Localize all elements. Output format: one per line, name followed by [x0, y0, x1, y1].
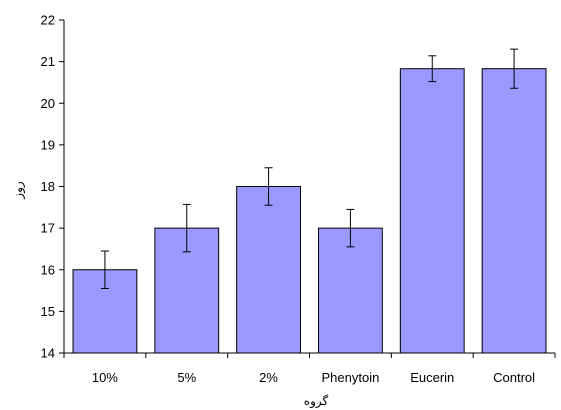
x-tick-label: Control — [493, 370, 535, 385]
x-tick-label: Eucerin — [410, 370, 454, 385]
y-tick-label: 16 — [41, 262, 55, 277]
x-tick-label: 10% — [92, 370, 118, 385]
x-axis-title: گروه — [304, 394, 329, 409]
bar-2pct — [236, 186, 301, 354]
y-tick-label: 21 — [41, 54, 55, 69]
y-axis-ticks: 14 15 16 17 18 19 20 21 22 — [41, 13, 64, 361]
bar-phenytoin — [318, 227, 383, 354]
x-tick-label: 2% — [259, 370, 278, 385]
y-axis-title: روز — [11, 181, 26, 200]
y-tick-label: 15 — [41, 304, 55, 319]
y-tick-label: 22 — [41, 13, 55, 28]
y-tick-label: 20 — [41, 96, 55, 111]
y-tick-label: 19 — [41, 137, 55, 152]
bar-eucerin — [399, 68, 465, 354]
x-axis-ticks: 10% 5% 2% Phenytoin Eucerin Control — [63, 353, 556, 385]
y-tick-label: 17 — [41, 221, 55, 236]
x-tick-label: Phenytoin — [322, 370, 380, 385]
x-tick-label: 5% — [177, 370, 196, 385]
y-tick-label: 14 — [41, 346, 55, 361]
y-tick-label: 18 — [41, 179, 55, 194]
bars-group — [72, 68, 547, 354]
error-bars-group — [100, 48, 519, 289]
bar-control — [481, 68, 547, 354]
